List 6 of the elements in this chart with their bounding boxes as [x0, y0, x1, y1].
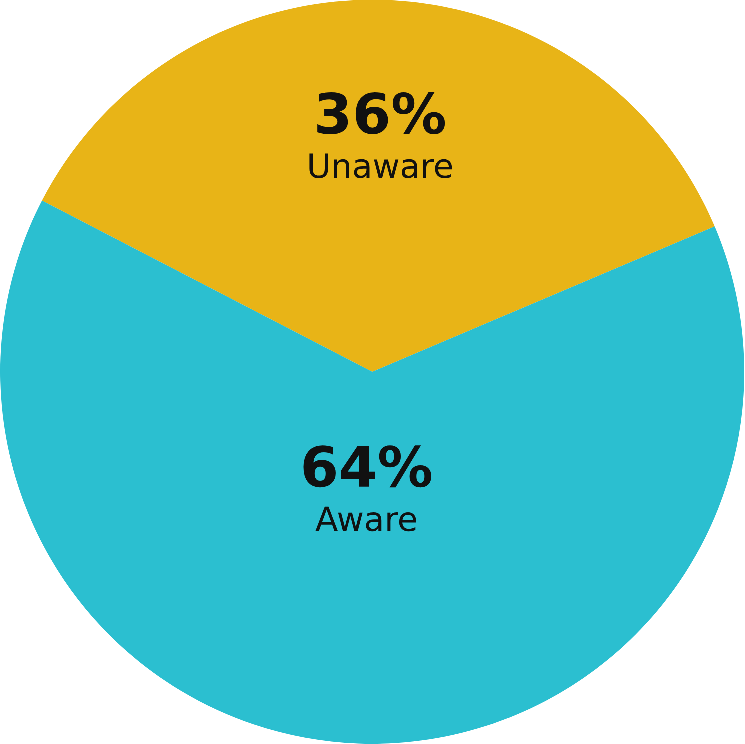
data-label: 36% [318, 92, 446, 134]
slice-label: Aware [316, 506, 416, 532]
data-label: 64% [304, 446, 432, 488]
pie-slice [42, 0, 715, 372]
slice-label: Unaware [310, 154, 452, 178]
pie-slice [0, 200, 744, 744]
